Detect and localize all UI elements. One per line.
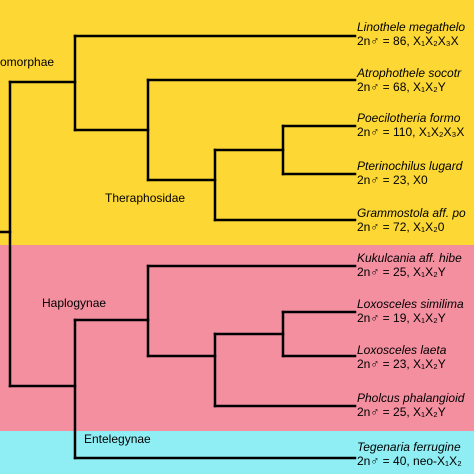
karyotype: 2n♂ = 23, X₁X₂Y	[357, 357, 446, 371]
haplogynae-band	[0, 245, 474, 431]
species-name: Tegenaria ferrugine	[357, 440, 461, 454]
karyotype: 2n♂ = 19, X₁X₂Y	[357, 311, 446, 325]
species-name: Loxosceles laeta	[357, 343, 447, 357]
taxon-linothele: Linothele megathelo 2n♂ = 86, X₁X₂X₃X	[357, 20, 465, 48]
mygalomorphae-band	[0, 0, 474, 245]
species-name: Poecilotheria formo	[357, 111, 461, 125]
taxon-poecilotheria: Poecilotheria formo 2n♂ = 110, X₁X₂X₃X	[357, 111, 464, 139]
species-name: Linothele megathelo	[357, 20, 466, 34]
taxon-loxosceles-laeta: Loxosceles laeta 2n♂ = 23, X₁X₂Y	[357, 343, 446, 371]
taxon-atrophothele: Atrophothele socotr 2n♂ = 68, X₁X₂Y	[357, 66, 461, 94]
taxon-grammostola: Grammostola aff. po 2n♂ = 72, X₁X₂0	[357, 206, 466, 234]
species-name: Pholcus phalangioid	[357, 391, 465, 405]
taxon-pholcus: Pholcus phalangioid 2n♂ = 25, X₁X₂Y	[357, 391, 464, 419]
karyotype: 2n♂ = 86, X₁X₂X₃X	[357, 34, 459, 48]
karyotype: 2n♂ = 40, neo-X₁X₂	[357, 454, 462, 468]
clade-label-entelegynae: Entelegynae	[84, 432, 151, 446]
entelegynae-band	[0, 431, 474, 474]
clade-label-theraphosidae: Theraphosidae	[105, 191, 186, 205]
species-name: Atrophothele socotr	[357, 66, 462, 80]
species-name: Pterinochilus lugard	[357, 159, 463, 173]
species-name: Loxosceles similima	[357, 297, 464, 311]
karyotype: 2n♂ = 68, X₁X₂Y	[357, 80, 446, 94]
karyotype: 2n♂ = 23, X0	[357, 173, 428, 187]
taxon-kukulcania: Kukulcania aff. hibe 2n♂ = 25, X₁X₂Y	[357, 251, 462, 279]
taxon-pterinochilus: Pterinochilus lugard 2n♂ = 23, X0	[357, 159, 462, 187]
karyotype: 2n♂ = 25, X₁X₂Y	[357, 405, 446, 419]
taxon-tegenaria: Tegenaria ferrugine 2n♂ = 40, neo-X₁X₂	[357, 440, 462, 468]
taxon-loxosceles-similima: Loxosceles similima 2n♂ = 19, X₁X₂Y	[357, 297, 464, 325]
karyotype: 2n♂ = 110, X₁X₂X₃X	[357, 125, 465, 139]
species-name: Kukulcania aff. hibe	[357, 251, 462, 265]
karyotype: 2n♂ = 72, X₁X₂0	[357, 220, 445, 234]
karyotype: 2n♂ = 25, X₁X₂Y	[357, 265, 446, 279]
clade-label-mygalomorphae: omorphae	[0, 55, 55, 69]
species-name: Grammostola aff. po	[357, 206, 466, 220]
clade-label-haplogynae: Haplogynae	[42, 296, 107, 310]
